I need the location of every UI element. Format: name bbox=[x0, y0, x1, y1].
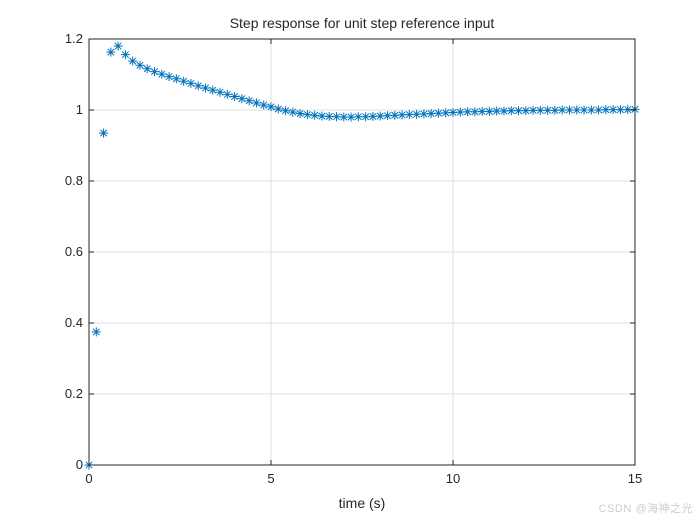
data-marker bbox=[100, 129, 108, 137]
data-marker bbox=[427, 109, 435, 118]
y-tick-label: 0.6 bbox=[64, 244, 83, 259]
y-tick-label: 0 bbox=[75, 457, 83, 472]
data-marker bbox=[587, 106, 595, 114]
data-marker bbox=[565, 106, 574, 114]
data-marker bbox=[369, 112, 377, 120]
data-marker bbox=[165, 73, 173, 81]
data-marker bbox=[544, 106, 552, 114]
data-marker bbox=[180, 77, 188, 85]
data-marker bbox=[187, 79, 195, 87]
data-marker bbox=[172, 75, 180, 83]
y-tick-label: 0.2 bbox=[64, 386, 83, 401]
data-marker bbox=[500, 107, 508, 115]
data-marker bbox=[194, 82, 202, 90]
data-marker bbox=[136, 61, 144, 69]
data-marker bbox=[405, 111, 413, 119]
data-marker bbox=[514, 107, 523, 115]
chart-title: Step response for unit step reference in… bbox=[229, 15, 495, 31]
data-marker bbox=[434, 109, 442, 117]
data-marker bbox=[238, 95, 246, 103]
data-marker bbox=[383, 112, 392, 120]
data-marker bbox=[376, 112, 384, 120]
data-marker bbox=[209, 86, 217, 94]
data-marker bbox=[318, 112, 326, 120]
data-marker bbox=[456, 108, 464, 116]
data-marker bbox=[493, 107, 501, 115]
data-marker bbox=[311, 111, 319, 119]
data-marker bbox=[129, 57, 137, 65]
data-marker bbox=[507, 107, 515, 115]
data-marker bbox=[325, 112, 333, 120]
data-marker bbox=[573, 106, 581, 114]
x-tick-label: 5 bbox=[267, 471, 275, 486]
data-marker bbox=[201, 84, 210, 92]
y-tick-label: 1 bbox=[75, 102, 83, 117]
data-marker bbox=[231, 92, 239, 101]
data-marker bbox=[216, 88, 224, 96]
data-marker bbox=[282, 107, 290, 115]
data-marker bbox=[303, 111, 311, 119]
data-marker bbox=[420, 110, 428, 118]
x-tick-label: 15 bbox=[627, 471, 643, 486]
data-marker bbox=[347, 113, 355, 121]
y-tick-label: 0.8 bbox=[64, 173, 83, 188]
data-marker bbox=[558, 106, 566, 114]
data-marker bbox=[150, 68, 159, 76]
data-marker bbox=[267, 103, 275, 111]
data-marker bbox=[522, 107, 530, 115]
data-marker bbox=[595, 106, 603, 114]
data-marker bbox=[260, 101, 268, 109]
x-tick-label: 10 bbox=[445, 471, 461, 486]
data-marker bbox=[464, 108, 472, 116]
data-marker bbox=[551, 106, 559, 114]
data-marker bbox=[223, 90, 231, 98]
data-marker bbox=[332, 113, 341, 121]
data-marker bbox=[252, 99, 260, 107]
data-marker bbox=[485, 107, 493, 115]
data-marker bbox=[354, 113, 362, 121]
data-marker bbox=[92, 328, 100, 336]
data-marker bbox=[624, 106, 632, 114]
data-marker bbox=[114, 42, 122, 50]
data-marker bbox=[478, 107, 486, 115]
data-marker bbox=[107, 48, 115, 56]
data-marker bbox=[398, 111, 406, 119]
data-marker bbox=[449, 108, 457, 117]
data-marker bbox=[274, 105, 282, 113]
data-marker bbox=[616, 106, 624, 114]
y-tick-label: 1.2 bbox=[64, 31, 83, 46]
data-marker bbox=[471, 108, 479, 116]
data-marker bbox=[391, 111, 399, 119]
data-marker bbox=[245, 97, 253, 105]
data-marker bbox=[413, 110, 421, 118]
data-marker bbox=[296, 109, 304, 118]
data-marker bbox=[362, 113, 370, 121]
watermark: CSDN @海神之光 bbox=[598, 503, 693, 515]
y-tick-label: 0.4 bbox=[64, 315, 83, 330]
data-marker bbox=[602, 106, 610, 114]
data-marker bbox=[609, 106, 617, 114]
data-marker bbox=[580, 106, 588, 114]
data-marker bbox=[121, 51, 129, 59]
data-marker bbox=[289, 108, 297, 116]
data-marker bbox=[340, 113, 348, 121]
x-axis-label: time (s) bbox=[338, 495, 386, 511]
x-tick-label: 0 bbox=[85, 471, 93, 486]
data-marker bbox=[536, 106, 544, 114]
data-marker bbox=[143, 65, 151, 73]
data-marker bbox=[529, 106, 537, 114]
data-marker bbox=[158, 70, 166, 78]
data-marker bbox=[442, 109, 450, 117]
